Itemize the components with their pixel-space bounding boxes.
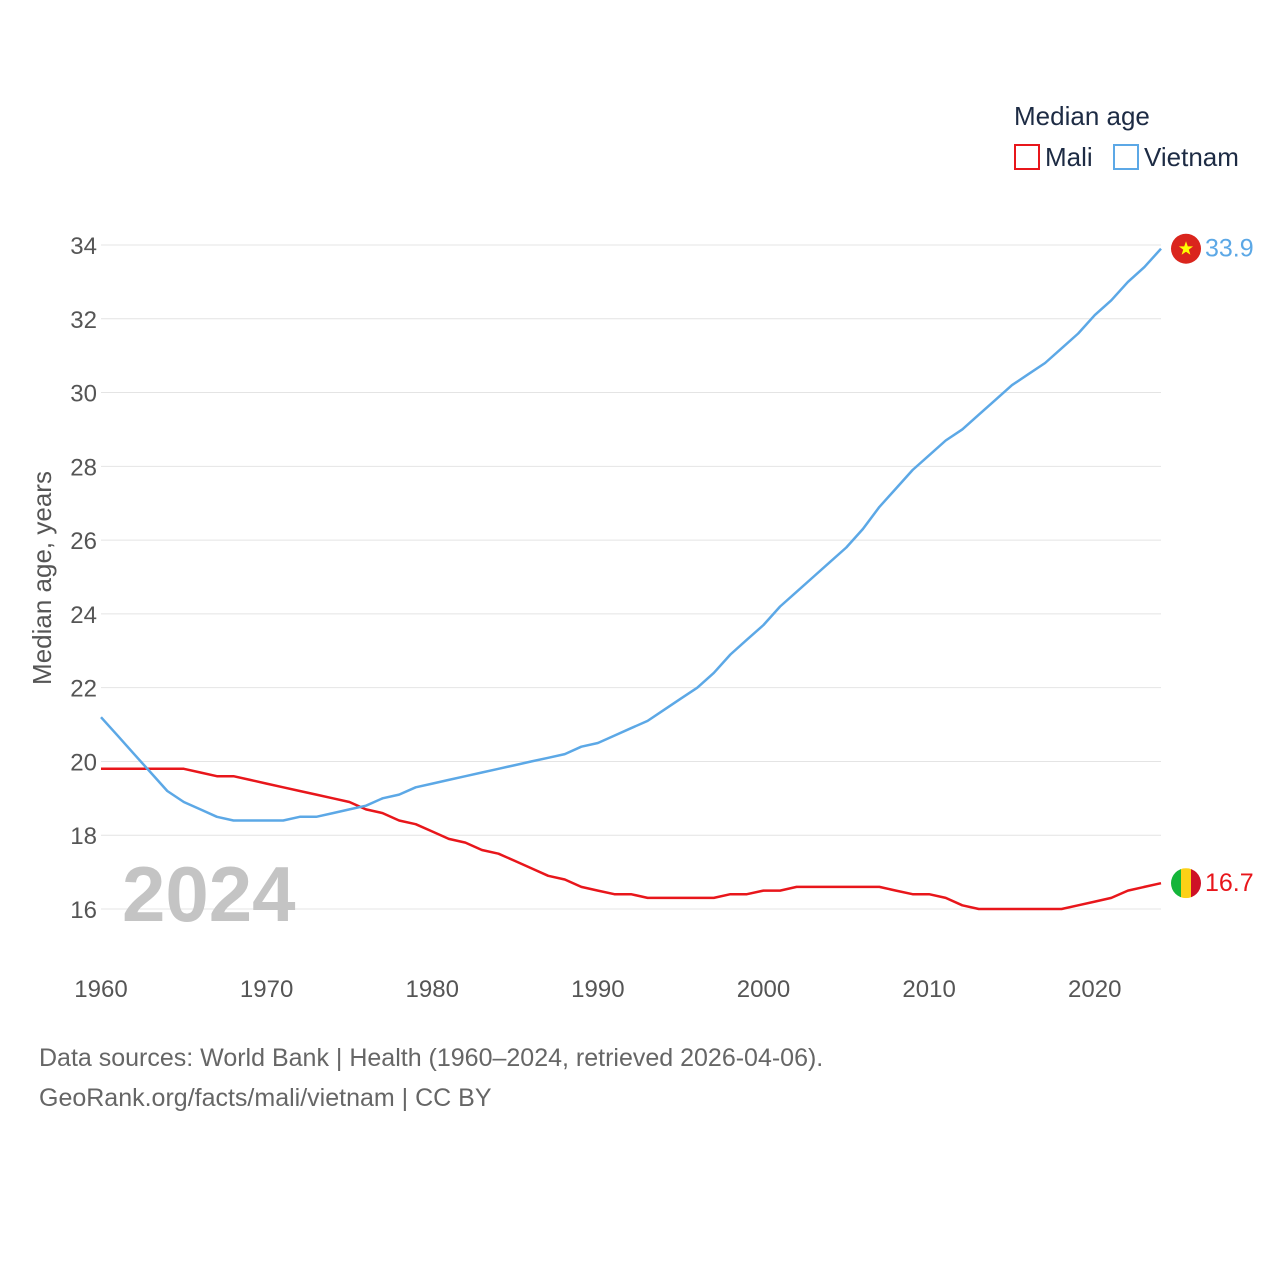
legend-label-vietnam[interactable]: Vietnam bbox=[1144, 142, 1239, 172]
x-tick-label: 2000 bbox=[737, 976, 790, 1003]
legend-swatch-vietnam[interactable] bbox=[1113, 144, 1139, 170]
legend-label-mali[interactable]: Mali bbox=[1045, 142, 1093, 172]
vietnam-flag-icon bbox=[1171, 233, 1201, 264]
y-tick-label: 18 bbox=[70, 823, 97, 850]
legend-swatch-mali[interactable] bbox=[1014, 144, 1040, 170]
x-tick-label: 1980 bbox=[406, 976, 459, 1003]
footer-sources: Data sources: World Bank | Health (1960–… bbox=[39, 1044, 824, 1072]
y-tick-label: 24 bbox=[70, 602, 97, 629]
x-tick-label: 2020 bbox=[1068, 976, 1121, 1003]
y-tick-label: 30 bbox=[70, 381, 97, 408]
footer-attribution[interactable]: GeoRank.org/facts/mali/vietnam | CC BY bbox=[39, 1084, 492, 1112]
series-line-mali[interactable] bbox=[101, 767, 1162, 911]
y-axis-ticks: 16 18 20 22 24 26 28 30 32 34 bbox=[70, 233, 97, 924]
x-axis-ticks: 1960 1970 1980 1990 2000 2010 2020 bbox=[74, 976, 1121, 1003]
series-lines bbox=[100, 247, 1162, 911]
x-tick-label: 1960 bbox=[74, 976, 127, 1003]
vietnam-end-value: 33.9 bbox=[1205, 235, 1254, 263]
y-tick-label: 32 bbox=[70, 307, 97, 334]
legend-title: Median age bbox=[1014, 101, 1150, 131]
year-watermark: 2024 bbox=[122, 850, 296, 938]
gridlines bbox=[101, 244, 1161, 910]
x-tick-label: 1970 bbox=[240, 976, 293, 1003]
mali-flag-icon bbox=[1171, 868, 1201, 899]
legend: Median age Mali Vietnam bbox=[1014, 101, 1239, 172]
mali-end-value: 16.7 bbox=[1205, 869, 1254, 897]
y-tick-label: 20 bbox=[70, 749, 97, 776]
x-tick-label: 1990 bbox=[571, 976, 624, 1003]
y-tick-label: 22 bbox=[70, 676, 97, 703]
line-chart: 16 18 20 22 24 26 28 30 32 34 1960 1970 1980 1990 200… bbox=[27, 101, 1254, 1003]
series-line-vietnam[interactable] bbox=[100, 247, 1162, 822]
y-tick-label: 16 bbox=[70, 897, 97, 924]
y-axis-title: Median age, years bbox=[27, 471, 57, 685]
y-tick-label: 26 bbox=[70, 528, 97, 555]
y-tick-label: 34 bbox=[70, 233, 97, 260]
x-tick-label: 2010 bbox=[902, 976, 955, 1003]
y-tick-label: 28 bbox=[70, 454, 97, 481]
